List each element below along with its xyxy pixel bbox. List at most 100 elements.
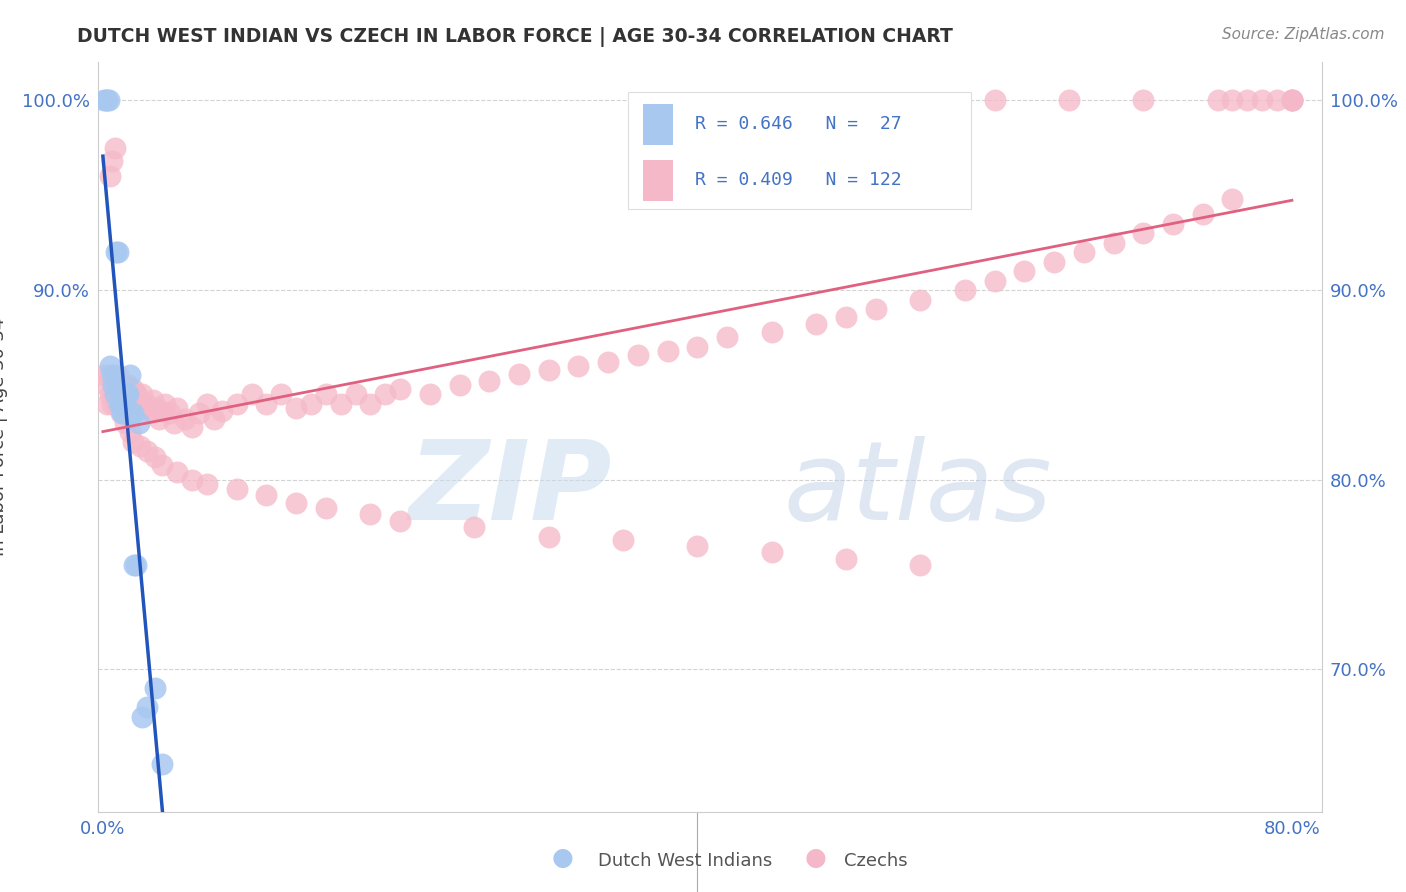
Point: [806, 317, 828, 331]
Point: [103, 378, 125, 392]
Point: [389, 382, 412, 396]
Point: [125, 389, 148, 403]
Point: [98, 387, 121, 401]
Point: [1043, 254, 1066, 268]
Point: [120, 397, 142, 411]
Point: [122, 393, 145, 408]
Point: [329, 397, 352, 411]
Point: [129, 397, 152, 411]
Point: [254, 488, 277, 502]
Point: [983, 94, 1005, 108]
Point: [225, 397, 247, 411]
Text: Source: ZipAtlas.com: Source: ZipAtlas.com: [1222, 27, 1385, 42]
Point: [761, 325, 783, 339]
Text: R = 0.409   N = 122: R = 0.409 N = 122: [696, 171, 903, 189]
Point: [121, 434, 143, 449]
Point: [120, 406, 142, 420]
Point: [173, 412, 195, 426]
Point: [139, 404, 162, 418]
Point: [115, 387, 138, 401]
Bar: [643, 103, 673, 145]
Point: [118, 368, 141, 383]
Point: [202, 412, 225, 426]
Point: [1014, 264, 1036, 278]
Point: [285, 495, 308, 509]
Point: [1236, 94, 1258, 108]
Point: [112, 406, 135, 420]
Point: [537, 363, 560, 377]
Point: [129, 439, 152, 453]
Point: [166, 401, 188, 415]
Point: [143, 681, 166, 696]
Point: [315, 387, 337, 401]
Point: [1281, 94, 1303, 108]
Point: [188, 406, 211, 420]
Point: [225, 482, 247, 496]
Point: [374, 387, 396, 401]
Point: [134, 401, 156, 415]
Point: [181, 419, 204, 434]
Point: [1191, 207, 1213, 221]
Point: [835, 310, 858, 324]
Point: [131, 387, 153, 401]
Point: [1222, 192, 1244, 206]
Point: [117, 378, 139, 392]
Point: [97, 368, 120, 383]
Point: [150, 757, 173, 772]
Point: [478, 374, 501, 388]
Point: [270, 387, 292, 401]
Point: [104, 387, 127, 401]
FancyBboxPatch shape: [628, 93, 970, 209]
Point: [1161, 217, 1184, 231]
Point: [166, 465, 188, 479]
Point: [148, 412, 170, 426]
Point: [101, 397, 124, 411]
Point: [94, 378, 117, 392]
Text: Dutch West Indians: Dutch West Indians: [598, 852, 772, 870]
Text: atlas: atlas: [783, 436, 1052, 543]
Point: [93, 94, 115, 108]
Point: [94, 94, 117, 108]
Point: [150, 458, 173, 472]
Point: [508, 367, 530, 381]
Point: [567, 359, 589, 373]
Point: [121, 382, 143, 396]
Point: [1206, 94, 1229, 108]
Point: [142, 393, 165, 408]
Point: [1132, 226, 1154, 240]
Point: [181, 473, 204, 487]
Point: [136, 444, 159, 458]
Point: [128, 416, 150, 430]
Point: [910, 558, 932, 573]
Point: [122, 558, 145, 573]
Point: [136, 397, 159, 411]
Point: [101, 368, 124, 383]
Point: [98, 359, 121, 373]
Point: [240, 387, 263, 401]
Point: [110, 397, 132, 411]
Point: [686, 340, 709, 354]
Point: [124, 385, 146, 400]
Point: [612, 533, 634, 548]
Point: [105, 245, 128, 260]
Point: [1281, 94, 1303, 108]
Point: [211, 404, 233, 418]
Point: [143, 450, 166, 464]
Point: [657, 343, 679, 358]
Point: [150, 404, 173, 418]
Point: [112, 378, 135, 392]
Point: [299, 397, 322, 411]
Point: [686, 539, 709, 553]
Point: [107, 368, 129, 383]
Point: [155, 397, 177, 411]
Point: [285, 401, 308, 415]
Point: [1222, 94, 1244, 108]
Point: [254, 397, 277, 411]
Point: [118, 425, 141, 440]
Point: [111, 406, 134, 420]
Point: [1132, 94, 1154, 108]
Point: [761, 545, 783, 559]
Point: [1281, 94, 1303, 108]
Point: [110, 406, 132, 420]
Point: [195, 397, 218, 411]
